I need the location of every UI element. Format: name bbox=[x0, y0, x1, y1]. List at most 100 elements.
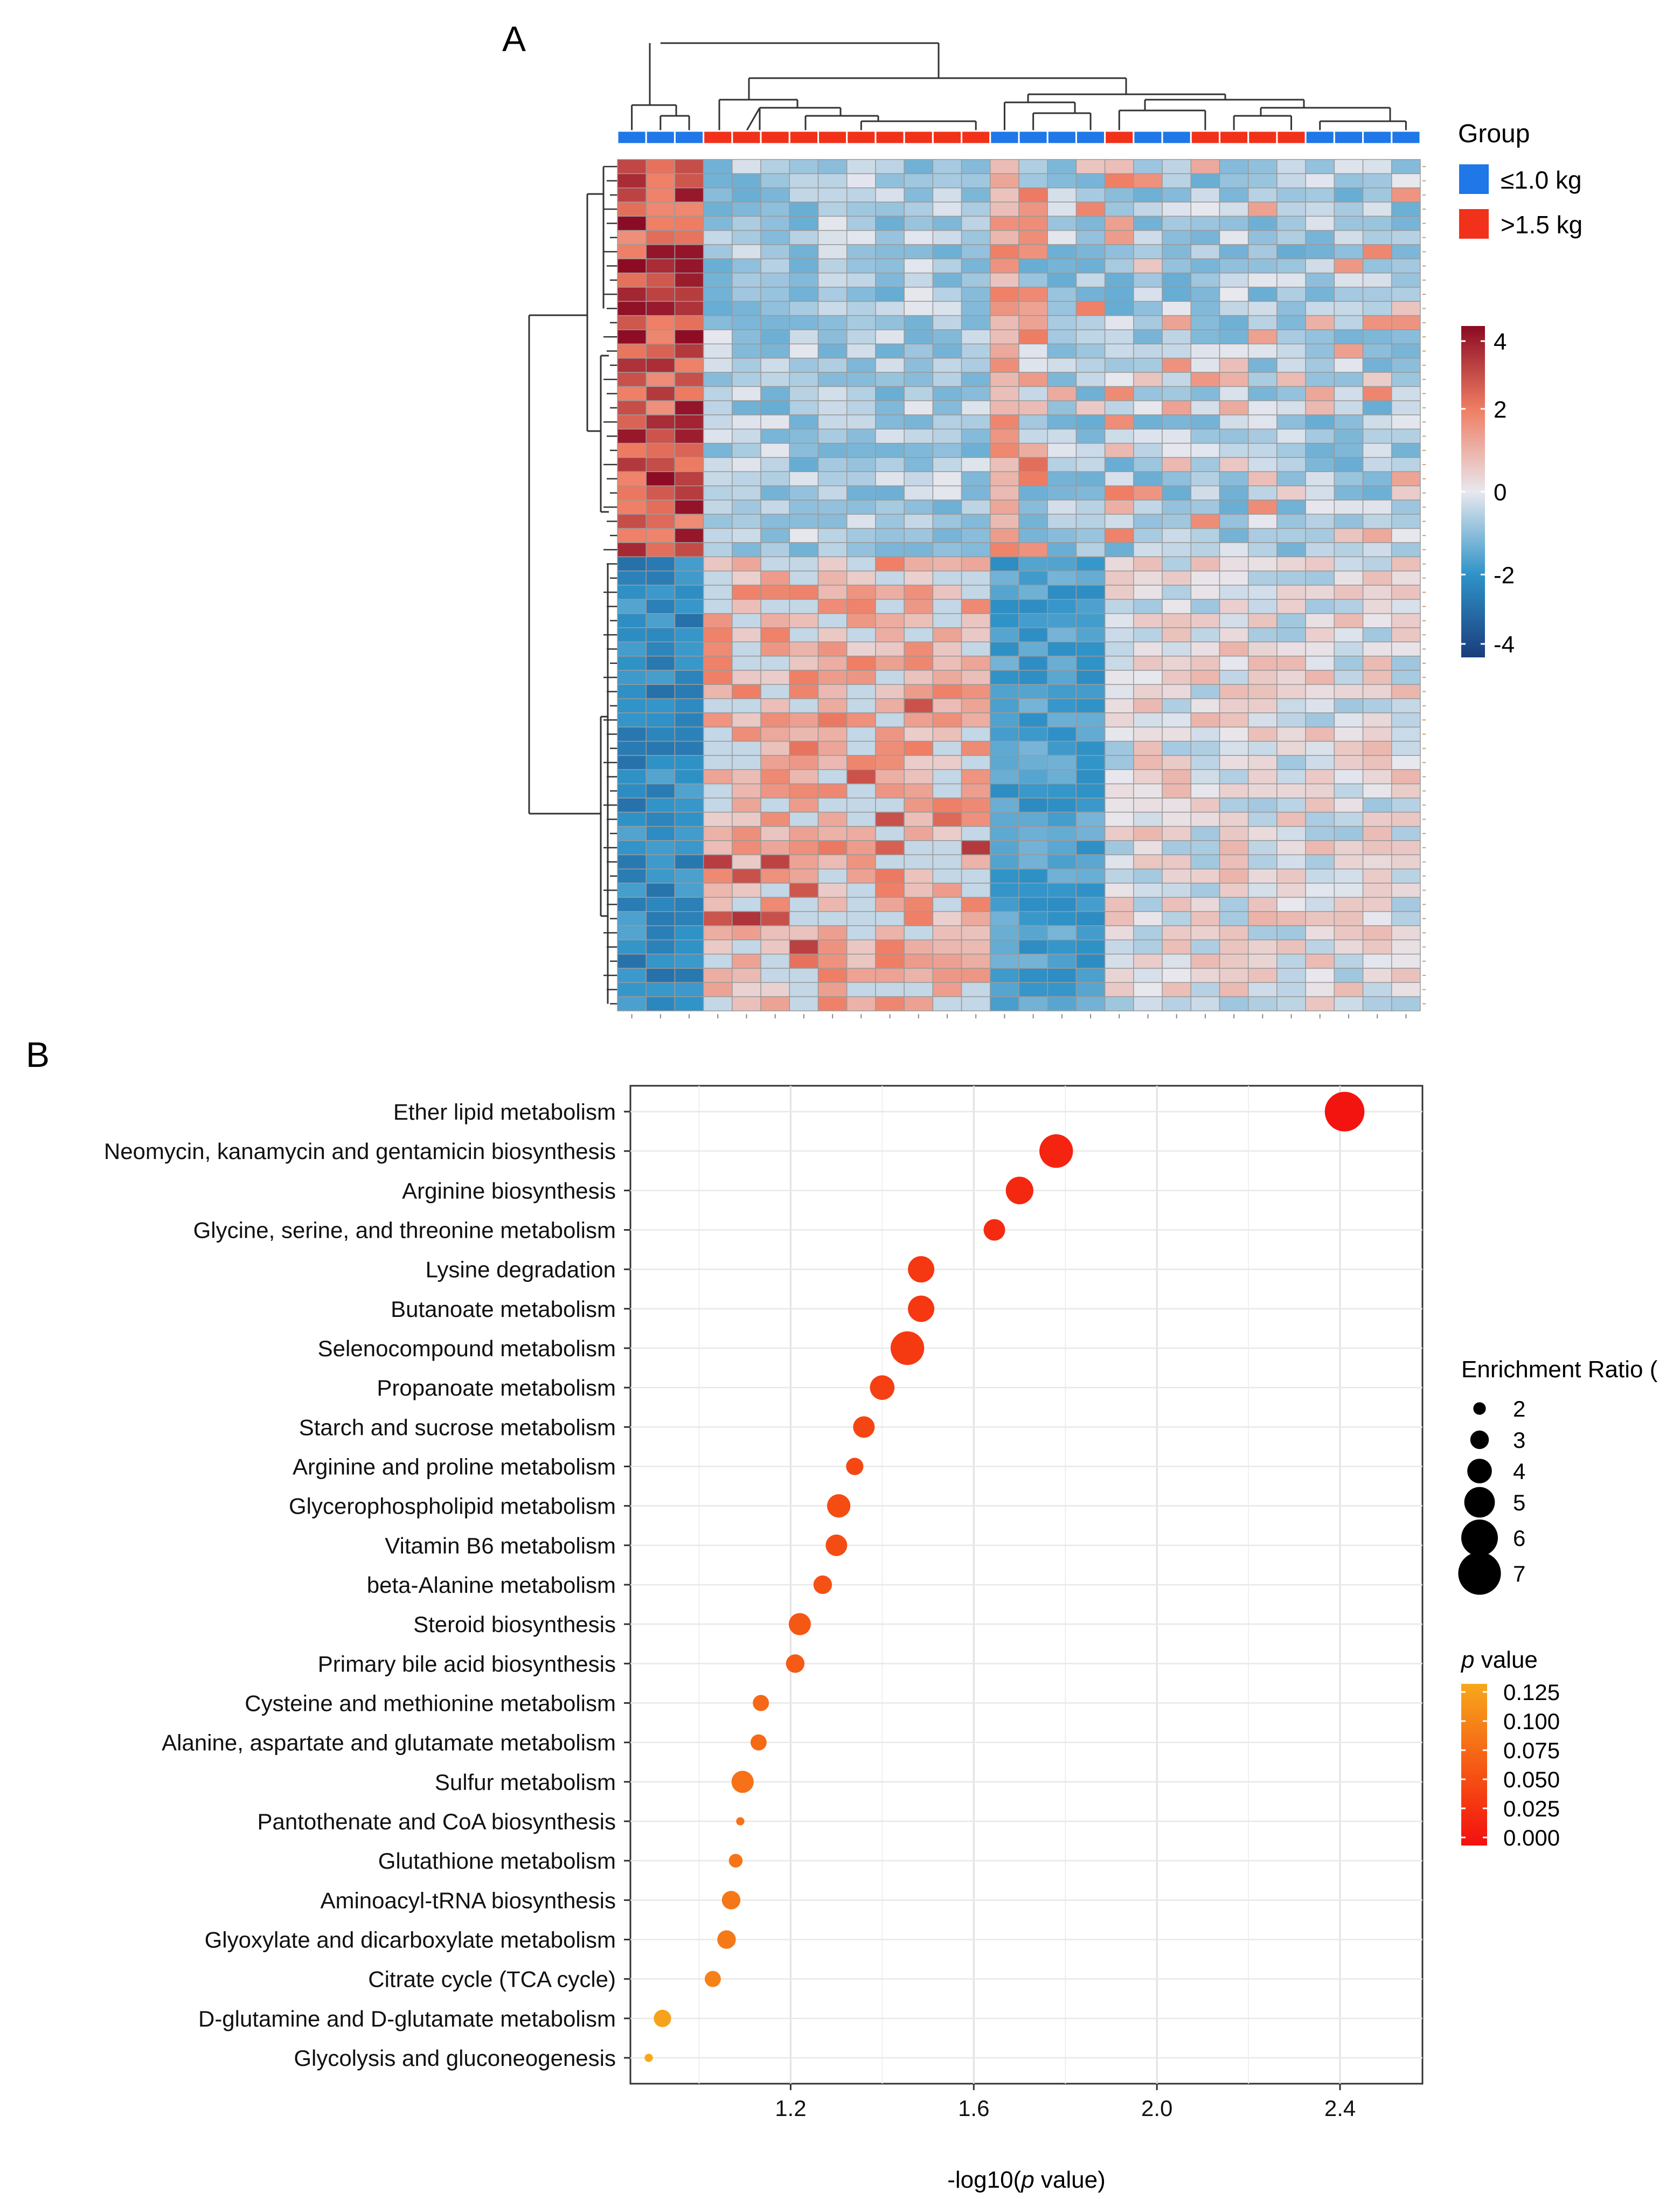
heatmap-cell bbox=[1075, 755, 1106, 771]
heatmap-cell bbox=[875, 329, 905, 345]
heatmap-cell bbox=[674, 414, 704, 430]
heatmap-cell bbox=[789, 400, 819, 415]
heatmap-cell bbox=[1334, 911, 1364, 926]
heatmap-cell bbox=[1391, 996, 1421, 1011]
heatmap-cell bbox=[1133, 428, 1163, 444]
heatmap-cell bbox=[1247, 514, 1278, 529]
heatmap-cell bbox=[1334, 712, 1364, 728]
heatmap-cell bbox=[1362, 783, 1392, 799]
heatmap-cell bbox=[732, 939, 761, 955]
heatmap-cell bbox=[645, 357, 676, 373]
group-annotation-cell bbox=[1046, 130, 1077, 145]
heatmap-cell bbox=[1305, 372, 1335, 387]
heatmap-cell bbox=[1075, 570, 1106, 586]
heatmap-cell bbox=[703, 996, 733, 1011]
heatmap-cell bbox=[1276, 500, 1306, 515]
heatmap-cell bbox=[1190, 840, 1220, 856]
heatmap-cell bbox=[1190, 202, 1220, 217]
heatmap-cell bbox=[1391, 315, 1421, 330]
heatmap-cell bbox=[1133, 939, 1163, 955]
group-annotation-cell bbox=[1391, 130, 1421, 145]
heatmap-cell bbox=[1247, 854, 1278, 870]
heatmap-cell bbox=[1047, 230, 1077, 245]
heatmap-cell bbox=[1162, 698, 1192, 713]
heatmap-cell bbox=[617, 528, 647, 543]
heatmap-cell bbox=[1104, 414, 1134, 430]
heatmap-cell bbox=[1018, 428, 1048, 444]
heatmap-cell bbox=[1391, 684, 1421, 699]
heatmap-cell bbox=[1334, 500, 1364, 515]
heatmap-cell bbox=[932, 457, 962, 473]
heatmap-cell bbox=[703, 315, 733, 330]
heatmap-cell bbox=[1190, 442, 1220, 458]
heatmap-cell bbox=[1190, 244, 1220, 260]
heatmap-cell bbox=[703, 797, 733, 813]
heatmap-cell bbox=[932, 187, 962, 203]
heatmap-cell bbox=[990, 854, 1019, 870]
heatmap-cell bbox=[961, 599, 991, 614]
heatmap-cell bbox=[846, 343, 876, 359]
heatmap-cell bbox=[961, 854, 991, 870]
heatmap-cell bbox=[732, 670, 761, 685]
heatmap-cell bbox=[1190, 712, 1220, 728]
heatmap-cell bbox=[1391, 755, 1421, 771]
heatmap-cell bbox=[1133, 485, 1163, 501]
heatmap-cell bbox=[1190, 982, 1220, 997]
heatmap-cell bbox=[760, 357, 790, 373]
heatmap-cell bbox=[1362, 627, 1392, 643]
heatmap-cell bbox=[789, 343, 819, 359]
heatmap-cell bbox=[1047, 258, 1077, 274]
heatmap-cell bbox=[875, 230, 905, 245]
heatmap-cell bbox=[1362, 442, 1392, 458]
heatmap-cell bbox=[1133, 868, 1163, 884]
heatmap-cell bbox=[1018, 329, 1048, 345]
heatmap-cell bbox=[961, 755, 991, 771]
heatmap-cell bbox=[961, 698, 991, 713]
group-annotation-cell bbox=[788, 130, 820, 145]
heatmap-cell bbox=[732, 230, 761, 245]
heatmap-cell bbox=[1190, 684, 1220, 699]
heatmap-cell bbox=[789, 698, 819, 713]
heatmap-cell bbox=[789, 216, 819, 231]
heatmap-cell bbox=[817, 996, 848, 1011]
heatmap-cell bbox=[1190, 996, 1220, 1011]
heatmap-cell bbox=[760, 570, 790, 586]
heatmap-cell bbox=[961, 457, 991, 473]
heatmap-cell bbox=[817, 826, 848, 841]
heatmap-cell bbox=[1247, 740, 1278, 756]
heatmap-cell bbox=[1334, 868, 1364, 884]
heatmap-cell bbox=[961, 641, 991, 657]
heatmap-cell bbox=[1276, 712, 1306, 728]
heatmap-cell bbox=[674, 712, 704, 728]
heatmap-cell bbox=[1219, 797, 1249, 813]
heatmap-cell bbox=[1075, 442, 1106, 458]
heatmap-cell bbox=[961, 826, 991, 841]
heatmap-cell bbox=[846, 386, 876, 401]
heatmap-cell bbox=[961, 357, 991, 373]
heatmap-cell bbox=[1133, 655, 1163, 671]
heatmap-cell bbox=[645, 698, 676, 713]
heatmap-cell bbox=[1075, 556, 1106, 572]
heatmap-cell bbox=[1391, 585, 1421, 600]
heatmap-cell bbox=[1247, 542, 1278, 558]
heatmap-cell bbox=[875, 471, 905, 487]
heatmap-cell bbox=[817, 769, 848, 785]
heatmap-cell bbox=[1047, 996, 1077, 1011]
heatmap-cell bbox=[1391, 414, 1421, 430]
heatmap-cell bbox=[990, 755, 1019, 771]
heatmap-cell bbox=[1018, 386, 1048, 401]
enrichment-point bbox=[813, 1575, 832, 1594]
heatmap-cell bbox=[990, 301, 1019, 316]
heatmap-cell bbox=[1305, 627, 1335, 643]
group-annotation-cell bbox=[1362, 130, 1393, 145]
heatmap-cell bbox=[732, 202, 761, 217]
heatmap-cell bbox=[1247, 811, 1278, 827]
heatmap-cell bbox=[1047, 968, 1077, 983]
heatmap-cell bbox=[961, 897, 991, 912]
heatmap-cell bbox=[1018, 442, 1048, 458]
heatmap-cell bbox=[1133, 173, 1163, 189]
heatmap-cell bbox=[990, 797, 1019, 813]
heatmap-cell bbox=[645, 684, 676, 699]
heatmap-cell bbox=[1334, 244, 1364, 260]
heatmap-cell bbox=[961, 528, 991, 543]
